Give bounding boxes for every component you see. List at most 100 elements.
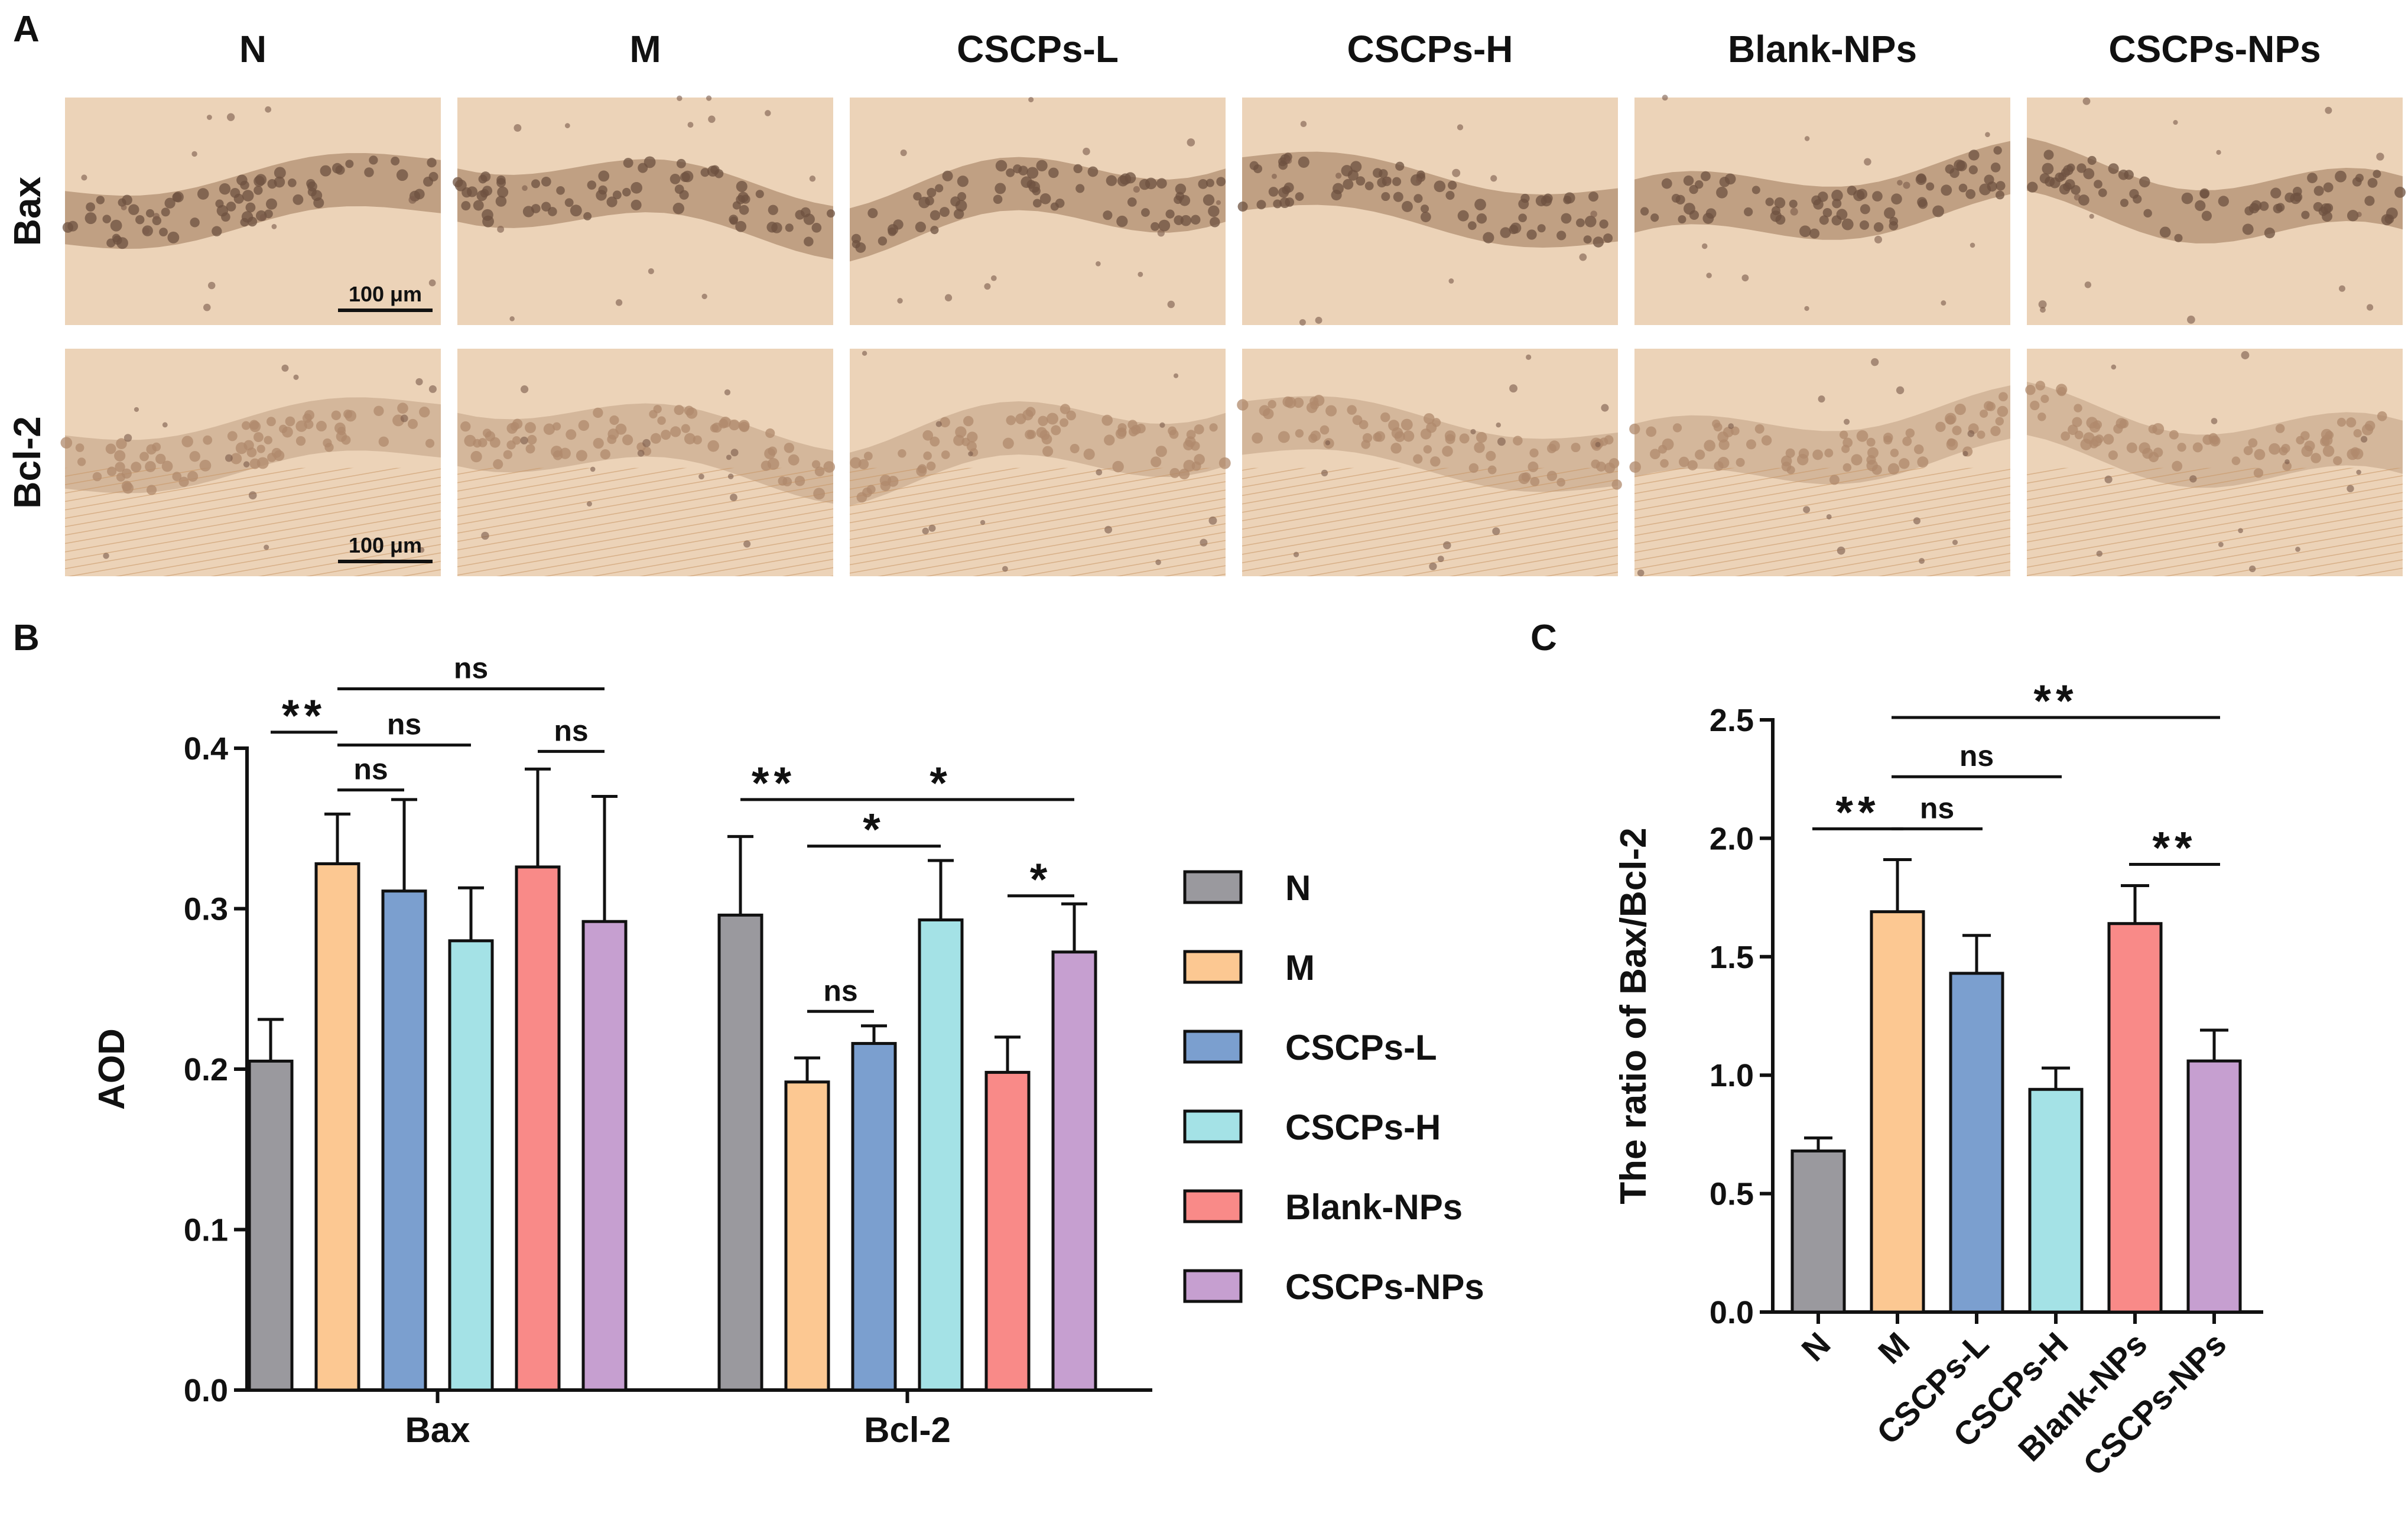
scattered-cell [271,223,277,229]
cell-nucleus [255,174,267,186]
cell-nucleus [496,178,506,188]
scattered-cell [1818,395,1825,403]
cell-nucleus [1025,430,1035,440]
cell-nucleus [2208,433,2218,443]
cell-nucleus [1530,476,1540,486]
scattered-cell [642,439,651,447]
cell-nucleus [1842,437,1853,448]
scattered-cell [1470,428,1476,434]
micrograph-tile [850,97,1226,325]
cell-nucleus [1194,424,1204,434]
cell-nucleus [493,459,503,470]
scattered-cell [1804,306,1809,311]
cell-nucleus [1350,161,1362,173]
cell-nucleus [1168,426,1177,436]
cell-nucleus [1526,229,1537,240]
cell-nucleus [1268,400,1276,409]
cell-nucleus [1549,440,1560,452]
cell-nucleus [2066,163,2075,172]
cell-nucleus [1474,199,1486,211]
cell-nucleus [650,433,661,444]
scattered-cell [928,524,936,532]
cell-nucleus [2039,173,2050,184]
cell-nucleus [107,466,117,476]
cell-nucleus [766,222,778,233]
cell-nucleus [2307,173,2318,183]
panel-letter-a: A [13,9,40,50]
cell-nucleus [1646,426,1657,437]
scattered-cell [1187,138,1195,147]
cell-nucleus [419,407,430,418]
scattered-cell [1457,124,1464,131]
cell-nucleus [345,160,354,168]
cell-nucleus [1320,425,1330,435]
y-tick-label: 0.5 [1710,1177,1754,1212]
cell-nucleus [482,186,493,196]
cell-nucleus [814,466,825,476]
scattered-cell [1601,404,1609,412]
scattered-cell [2356,212,2362,217]
cell-nucleus [1723,427,1734,437]
cell-nucleus [1041,434,1052,444]
cell-nucleus [1546,470,1558,482]
scattered-cell [2218,541,2224,547]
cell-nucleus [1537,224,1546,233]
scattered-cell [418,547,425,553]
cell-nucleus [2377,411,2387,421]
scattered-cell [1415,177,1422,184]
cell-nucleus [60,437,73,449]
cell-nucleus [1661,178,1672,189]
cell-nucleus [922,430,934,441]
cell-nucleus [1205,178,1214,187]
scattered-cell [2039,307,2046,313]
cell-nucleus [556,186,565,195]
cell-nucleus [2335,170,2347,183]
scattered-cell [648,268,654,275]
cell-nucleus [2042,163,2054,175]
cell-nucleus [407,418,418,429]
cell-nucleus [1556,230,1567,241]
cell-nucleus [112,233,121,242]
cell-nucleus [2301,210,2310,219]
cell-nucleus [1025,407,1036,417]
cell-nucleus [1965,189,1976,199]
scattered-cell [2084,281,2092,288]
cell-nucleus [2068,424,2078,435]
cell-layer-band [1634,141,2010,240]
cell-nucleus [1395,161,1405,171]
scattered-cell [152,213,160,220]
cell-nucleus [957,176,969,187]
cell-nucleus [1151,222,1159,231]
scattered-cell [1167,300,1175,309]
dendrite-texture [1242,467,1618,576]
scattered-cell [1157,229,1165,237]
cell-nucleus [1060,404,1071,414]
cell-nucleus [1500,227,1511,238]
x-category-label: Bcl-2 [864,1410,951,1450]
cell-nucleus [657,416,666,425]
cell-nucleus [661,430,671,440]
cell-nucleus [576,450,587,462]
cell-nucleus [1595,462,1606,472]
cell-nucleus [674,184,684,194]
significance-label: ** [282,691,326,741]
cell-nucleus [86,202,95,212]
scattered-cell [1526,354,1532,361]
cell-nucleus [1583,235,1592,244]
cell-nucleus [1746,439,1756,450]
cell-nucleus [676,158,686,168]
scattered-cell [1002,566,1008,572]
scattered-cell [2104,475,2113,483]
cell-nucleus [1252,432,1263,444]
dendrite-texture [2027,467,2403,576]
cell-nucleus [1413,194,1423,203]
cell-nucleus [167,231,180,243]
cell-nucleus [512,418,523,429]
cell-nucleus [2231,456,2241,465]
cell-nucleus [761,460,772,471]
cell-nucleus [631,181,642,194]
cell-nucleus [1155,446,1167,457]
cell-nucleus [2094,180,2102,189]
cell-nucleus [553,450,563,460]
cell-nucleus [525,444,535,454]
